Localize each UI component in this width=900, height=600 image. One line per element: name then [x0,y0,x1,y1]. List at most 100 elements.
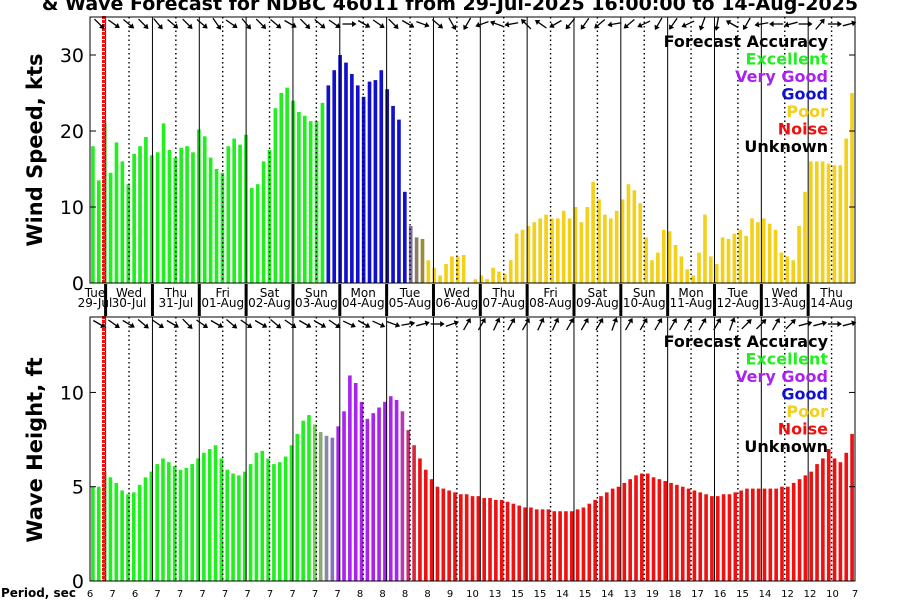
date-label: 12-Aug [717,296,760,310]
day-separator [197,284,201,316]
wave-bar [470,496,475,581]
wind-direction-arrow [357,19,371,28]
wind-direction-arrow [93,18,105,29]
wind-direction-arrow [698,17,706,31]
wave-direction-arrow [107,319,120,329]
wind-ytick-label: 10 [60,197,84,219]
date-label: 30-Jul [112,296,147,310]
wave-bar [418,458,422,581]
wind-bar [450,256,454,283]
day-of-week-label: Tue [727,286,749,300]
wind-direction-arrow [388,18,399,29]
wind-bar [279,93,284,283]
wave-direction-arrow [284,319,297,329]
wave-direction-arrow [772,317,780,331]
wave-bar [534,509,539,581]
wave-bar [581,507,586,581]
wave-bar [552,511,557,581]
wave-bar [482,498,486,581]
wave-bar [435,486,440,581]
wave-direction-arrow [624,317,633,331]
wave-frame [89,316,856,582]
wind-legend-entry: Good [781,85,828,104]
day-of-week-label: Mon [678,286,703,300]
wave-bar [844,452,849,581]
day-of-week-label: Tue [399,286,421,300]
wind-bar [302,115,307,283]
wind-bar [479,275,484,283]
wind-bar [161,123,166,284]
period-label: Period, sec [1,586,76,600]
wave-bar [441,488,446,581]
wave-direction-arrow [430,321,445,327]
wave-direction-arrow [196,319,209,329]
wave-bar [371,413,376,581]
wind-bar [438,275,442,283]
wind-bar [461,254,466,283]
wind-direction-arrow [284,19,297,28]
wind-legend-entry: Unknown [744,137,828,156]
wind-direction-arrow [681,20,695,28]
wind-bar [673,245,678,283]
day-of-week-label: Thu [819,286,843,300]
date-label: 08-Aug [529,296,572,310]
wind-bar [214,169,219,283]
wave-bar [610,488,615,581]
wave-bar [266,458,270,581]
wave-bar [155,464,159,581]
wave-bar [301,420,305,581]
wind-bar [220,172,225,283]
wind-bar [597,199,601,283]
wind-bar [626,184,631,283]
wind-bar [756,222,760,283]
wind-frame [89,16,856,284]
wave-bar [190,464,194,581]
wave-bar [242,471,247,581]
wave-bar [803,475,808,581]
wind-bar [585,207,590,283]
period-value: 15 [534,589,547,600]
wind-direction-arrow [534,19,547,29]
wind-bar [391,105,395,283]
wave-direction-arrow [226,319,238,329]
wind-bar [738,229,743,283]
wave-bar [114,482,119,581]
wave-bar [295,433,300,581]
wind-direction-arrow [328,19,341,29]
wind-bar [473,279,478,283]
wave-bar [429,479,434,581]
wave-bar [739,490,743,581]
wind-direction-arrow [521,19,532,30]
wind-bar [144,137,148,283]
day-of-week-label: Fri [216,286,230,300]
wind-bar [803,191,807,283]
wave-direction-arrow [122,319,135,328]
wave-bar [254,452,259,581]
wave-bar [237,475,241,581]
wave-direction-arrow [166,319,179,328]
wind-bar [838,165,843,283]
wave-direction-arrow [152,319,164,329]
wave-direction-arrow [813,320,827,327]
wave-direction-arrow [270,319,282,329]
wind-bar [385,89,389,283]
date-label: 31-Jul [158,296,193,310]
wind-direction-arrows [93,16,857,31]
wind-bar [603,214,607,283]
wave-bar [791,482,796,581]
wind-direction-arrow [669,17,678,30]
wind-direction-arrow [725,20,739,29]
wave-bar [698,492,703,581]
wind-bar [526,226,531,283]
wave-bar [569,511,574,581]
wave-bar [669,482,673,581]
wind-bar [744,235,748,283]
wind-bar [697,252,701,283]
date-label: 05-Aug [389,296,432,310]
period-value: 10 [466,589,479,600]
wind-bar [97,180,101,283]
chart-title: & Wave Forecast for NDBC 46011 from 29-J… [42,0,858,15]
wave-bar [137,484,142,581]
wave-direction-arrow [798,320,813,327]
